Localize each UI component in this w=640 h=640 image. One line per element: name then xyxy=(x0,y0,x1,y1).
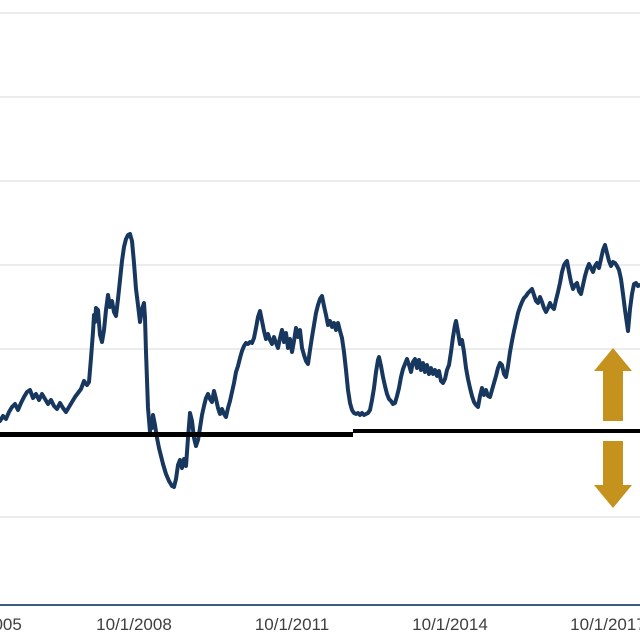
x-tick-label: 10/1/2017 xyxy=(570,615,640,634)
data-series-line xyxy=(0,232,640,489)
reference-line-segment xyxy=(0,432,353,437)
reference-line-group xyxy=(0,429,640,437)
series-group xyxy=(0,232,640,489)
x-tick-labels-group: 10/1/2005 10/1/2008 10/1/2011 10/1/2014 10/1… xyxy=(0,615,640,634)
reference-line-segment xyxy=(353,429,640,433)
x-tick-label: 10/1/2014 xyxy=(412,615,488,634)
down-arrow-annotation xyxy=(594,441,632,508)
up-arrow-annotation xyxy=(594,348,632,421)
gridlines-group xyxy=(0,12,640,518)
annotation-arrows-group xyxy=(594,348,632,508)
x-tick-label: 10/1/2008 xyxy=(96,615,172,634)
x-tick-label: 10/1/2005 xyxy=(0,615,22,634)
x-tick-label: 10/1/2011 xyxy=(255,615,329,634)
